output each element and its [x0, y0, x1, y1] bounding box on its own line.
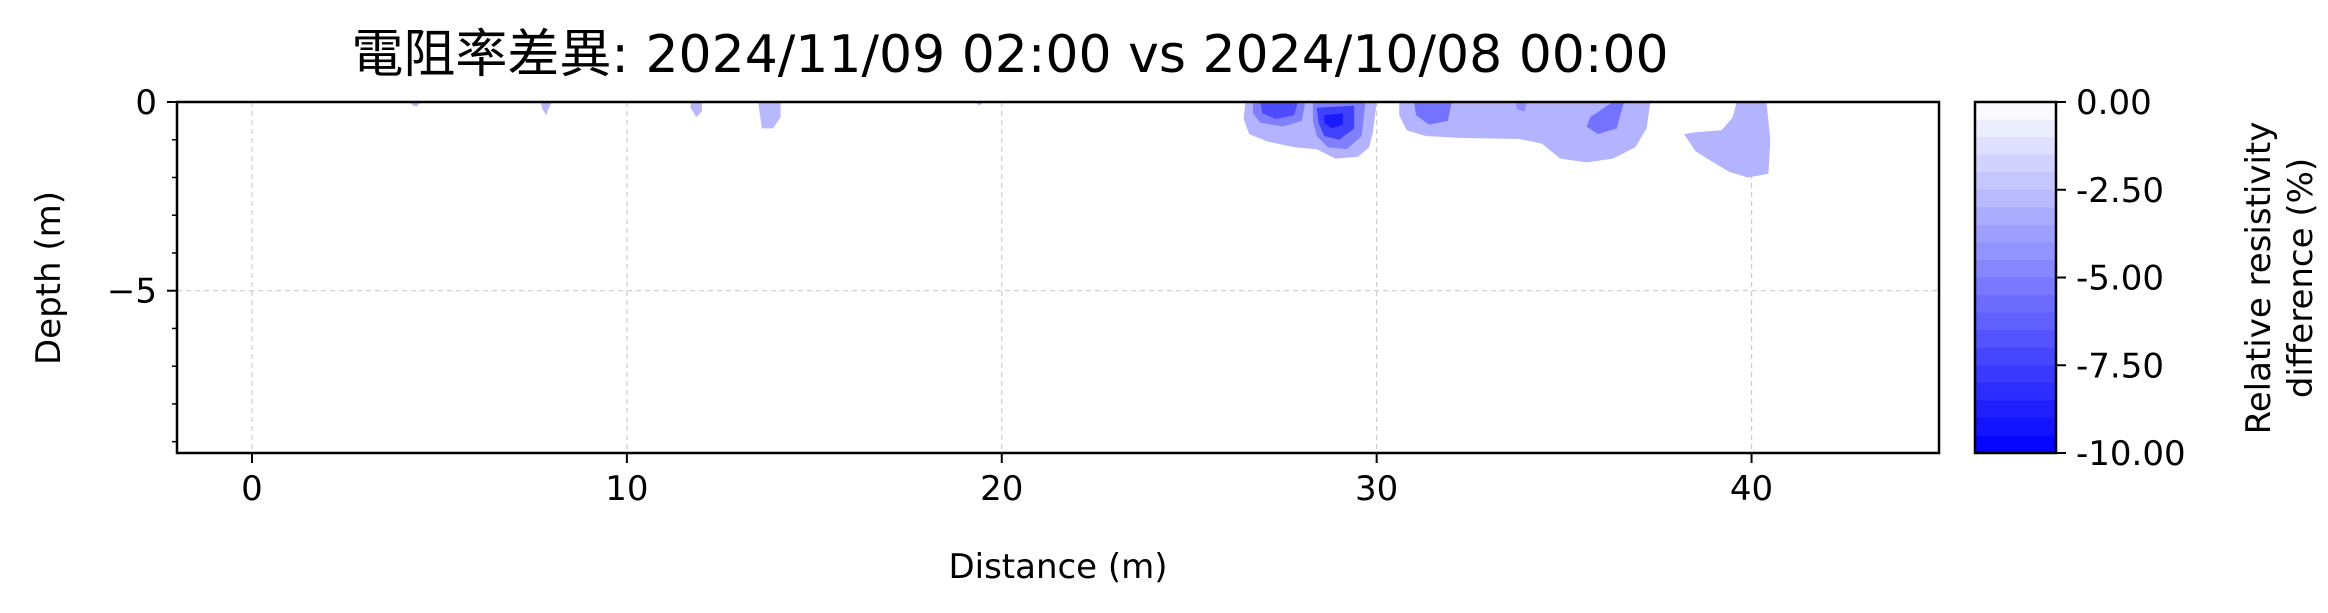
contour-regions	[409, 102, 1771, 178]
colorbar-tick-label: -7.50	[2076, 346, 2164, 386]
chart-title: 電阻率差異: 2024/11/09 02:00 vs 2024/10/08 00…	[351, 25, 1668, 85]
contour-region	[540, 102, 552, 116]
contour-region	[1414, 102, 1452, 125]
colorbar-tick-label: 0.00	[2076, 83, 2152, 123]
y-axis-label: Depth (m)	[29, 191, 69, 365]
colorbar-band	[1975, 400, 2056, 419]
colorbar-band	[1975, 137, 2056, 156]
colorbar-band	[1975, 102, 2056, 121]
colorbar-band	[1975, 330, 2056, 349]
colorbar-band	[1975, 277, 2056, 296]
contour-region	[758, 102, 781, 129]
x-tick-label: 20	[980, 469, 1023, 509]
colorbar-band	[1975, 365, 2056, 384]
x-tick-label: 10	[605, 469, 648, 509]
colorbar-tick-label: -10.00	[2076, 434, 2186, 474]
colorbar-band	[1975, 259, 2056, 279]
x-tick-label: 40	[1730, 469, 1773, 509]
colorbar-tick-label: -2.50	[2076, 171, 2164, 211]
x-tick-label: 0	[241, 469, 263, 509]
plot-background	[177, 102, 1939, 453]
contour-region	[1684, 102, 1771, 178]
colorbar-label-line-2: difference (%)	[2281, 158, 2321, 398]
y-tick-label: 0	[135, 83, 157, 123]
colorbar-band	[1975, 435, 2056, 454]
contour-region	[1399, 102, 1651, 163]
colorbar-ticks: 0.00 -2.50 -5.00 -7.50 -10.00	[2056, 83, 2186, 474]
contour-region	[1515, 102, 1527, 112]
contour-region	[1324, 113, 1343, 129]
colorbar-band	[1975, 224, 2056, 243]
colorbar: 0.00 -2.50 -5.00 -7.50 -10.00 Relative resis…	[1973, 83, 2321, 474]
contour-region	[1260, 102, 1298, 119]
plot-frame	[175, 100, 1941, 455]
colorbar-band	[1975, 242, 2056, 261]
contour-region	[690, 102, 702, 118]
colorbar-band	[1975, 172, 2056, 191]
y-tick-label: −5	[107, 272, 157, 312]
colorbar-label-line-1: Relative resistivity	[2239, 122, 2279, 435]
colorbar-band	[1975, 207, 2056, 226]
colorbar-tick-label: -5.00	[2076, 259, 2164, 299]
colorbar-band	[1975, 347, 2056, 366]
colorbar-band	[1975, 189, 2056, 208]
colorbar-band	[1975, 312, 2056, 331]
plot-area: 0 10 20 30 40 0 −5	[107, 83, 1941, 509]
colorbar-band	[1975, 154, 2056, 173]
colorbar-band	[1975, 119, 2056, 138]
x-axis-label: Distance (m)	[948, 547, 1167, 587]
y-axis-ticks: 0 −5	[107, 83, 177, 443]
contour-region	[1586, 102, 1625, 135]
x-axis-ticks: 0 10 20 30 40	[241, 453, 1773, 509]
colorbar-band	[1975, 417, 2056, 437]
colorbar-gradient	[1975, 102, 2056, 454]
x-tick-label: 30	[1355, 469, 1398, 509]
colorbar-band	[1975, 295, 2056, 314]
colorbar-band	[1975, 382, 2056, 401]
